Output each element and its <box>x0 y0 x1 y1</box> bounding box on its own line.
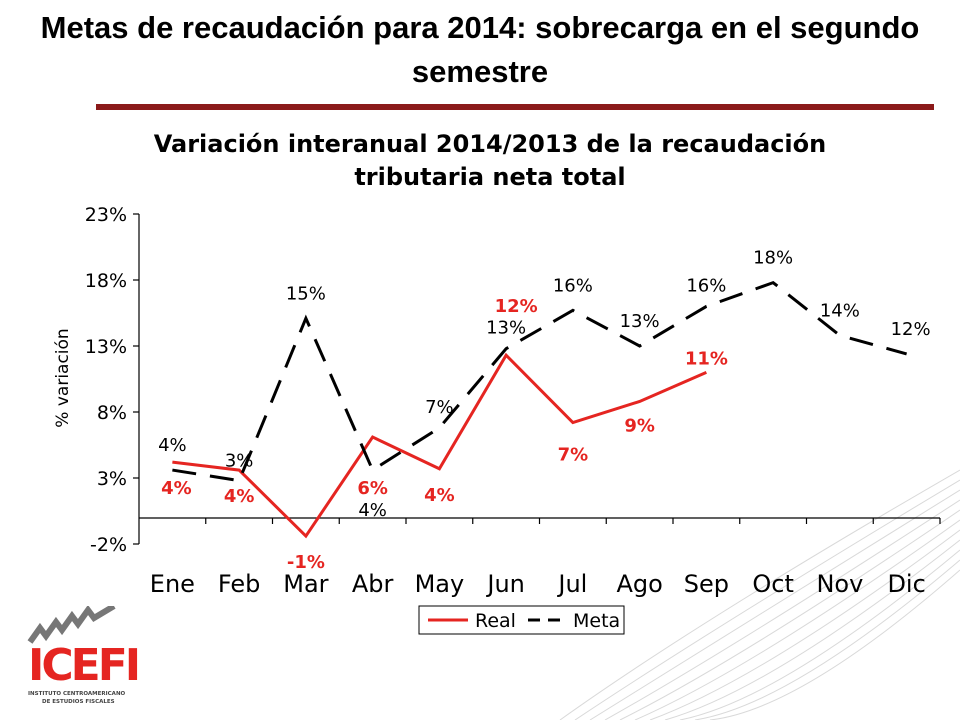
data-label-real: 4% <box>424 485 455 506</box>
series-line-meta <box>172 280 908 483</box>
chart-title-line2: tributaria neta total <box>354 163 625 191</box>
x-tick-label: Oct <box>752 570 794 598</box>
title-rule <box>96 104 934 110</box>
y-ticks: -2% 3% 8% 13% 18% 23% <box>85 204 139 556</box>
x-tick-label: May <box>415 570 465 598</box>
data-label-meta: 3% <box>225 451 254 472</box>
icefi-logo-icon <box>27 606 116 644</box>
x-tick-label: Abr <box>352 570 394 598</box>
data-label-meta: 4% <box>358 500 387 521</box>
x-tick-label: Ago <box>616 570 662 598</box>
data-label-real: 6% <box>357 478 388 499</box>
x-tick-label: Dic <box>887 570 925 598</box>
x-tick-label: Nov <box>816 570 863 598</box>
data-label-real: 4% <box>161 478 192 499</box>
data-label-meta: 13% <box>486 318 526 339</box>
legend: Real Meta <box>418 605 625 635</box>
x-tick-label: Feb <box>218 570 261 598</box>
y-tick-label: 13% <box>85 336 127 358</box>
y-tick-label: -2% <box>90 534 127 556</box>
y-axis-label: % variación <box>53 328 73 427</box>
chart-title-line1: Variación interanual 2014/2013 de la rec… <box>154 130 826 158</box>
data-label-meta: 14% <box>820 300 860 321</box>
y-tick-label: 3% <box>97 468 127 490</box>
data-label-real: 12% <box>495 296 538 317</box>
series-line-real <box>172 352 707 539</box>
data-label-real: -1% <box>287 552 325 573</box>
y-tick-label: 18% <box>85 270 127 292</box>
y-tick-label: 8% <box>97 402 127 424</box>
data-label-meta: 16% <box>686 275 726 296</box>
logo-word: ICEFI <box>28 640 141 691</box>
data-labels: 4% 4%-1%6% 4%12%7%9%11%4%3%15%4%7%13%16%13… <box>158 248 931 573</box>
logo-subtitle-1: INSTITUTO CENTROAMERICANO <box>28 691 126 697</box>
series-layer <box>172 280 908 539</box>
x-ticks: Ene Feb Mar Abr May Jun Jul Ago Sep Oct Nov Dic <box>150 518 941 598</box>
legend-label-real: Real <box>475 610 516 632</box>
watermark-lines <box>559 469 960 720</box>
data-label-real: 9% <box>624 415 655 436</box>
logo-subtitle-2: DE ESTUDIOS FISCALES <box>42 699 115 705</box>
data-label-meta: 12% <box>891 319 931 340</box>
y-tick-label: 23% <box>85 204 127 226</box>
data-label-real: 7% <box>558 445 589 466</box>
x-tick-label: Jul <box>556 570 587 598</box>
legend-label-meta: Meta <box>573 610 620 632</box>
data-label-real: 4% <box>224 486 255 507</box>
x-tick-label: Mar <box>283 570 328 598</box>
data-label-meta: 13% <box>620 311 660 332</box>
data-label-meta: 4% <box>158 435 187 456</box>
x-tick-label: Sep <box>684 570 729 598</box>
data-label-meta: 16% <box>553 275 593 296</box>
slide-title: Metas de recaudación para 2014: sobrecar… <box>40 10 920 89</box>
data-label-real: 11% <box>685 348 728 369</box>
data-label-meta: 18% <box>753 248 793 269</box>
x-tick-label: Ene <box>150 570 195 598</box>
data-label-meta: 7% <box>425 397 454 418</box>
data-label-meta: 15% <box>286 283 326 304</box>
x-tick-label: Jun <box>485 570 525 598</box>
